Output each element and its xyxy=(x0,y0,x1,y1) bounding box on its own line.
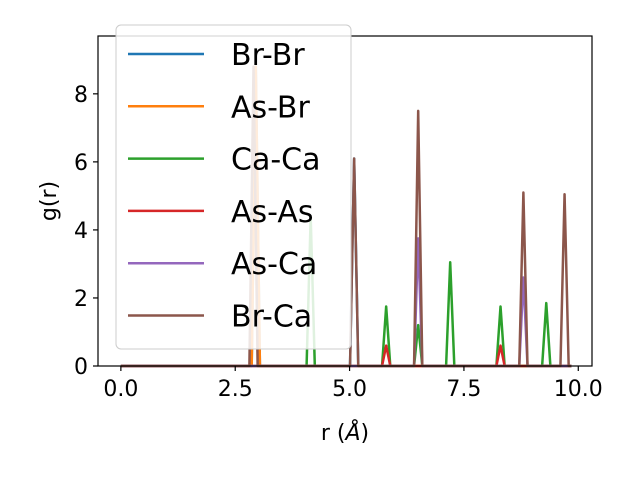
legend-label: As-As xyxy=(231,195,313,230)
y-tick-label: 8 xyxy=(74,83,88,108)
y-tick-label: 0 xyxy=(74,355,88,380)
x-tick-label: 10.0 xyxy=(554,377,603,402)
legend-item: Ca-Ca xyxy=(128,143,321,178)
legend-item: As-Ca xyxy=(128,247,317,282)
y-axis-ticks: 0 2 4 6 8 xyxy=(74,83,98,380)
y-axis-label: g(r) xyxy=(37,181,62,221)
x-axis-label: r (Å) xyxy=(321,419,369,446)
legend-item: As-Br xyxy=(128,90,310,125)
y-tick-label: 2 xyxy=(74,287,88,312)
legend-label: Br-Ca xyxy=(231,300,312,335)
legend-label: As-Br xyxy=(231,90,310,125)
legend: Br-Br As-Br Ca-Ca As-As As-Ca Br-Ca xyxy=(115,24,352,350)
legend-item: Br-Br xyxy=(128,38,305,73)
x-axis-ticks: 0.0 2.5 5.0 7.5 10.0 xyxy=(103,366,603,402)
legend-item: Br-Ca xyxy=(128,300,312,335)
y-tick-label: 6 xyxy=(74,151,88,176)
legend-label: As-Ca xyxy=(231,247,317,282)
legend-label: Ca-Ca xyxy=(231,143,321,178)
legend-item: As-As xyxy=(128,195,313,230)
x-tick-label: 0.0 xyxy=(103,377,138,402)
y-tick-label: 4 xyxy=(74,219,88,244)
legend-label: Br-Br xyxy=(231,38,305,73)
x-tick-label: 2.5 xyxy=(218,377,253,402)
x-tick-label: 7.5 xyxy=(446,377,481,402)
x-tick-label: 5.0 xyxy=(332,377,367,402)
